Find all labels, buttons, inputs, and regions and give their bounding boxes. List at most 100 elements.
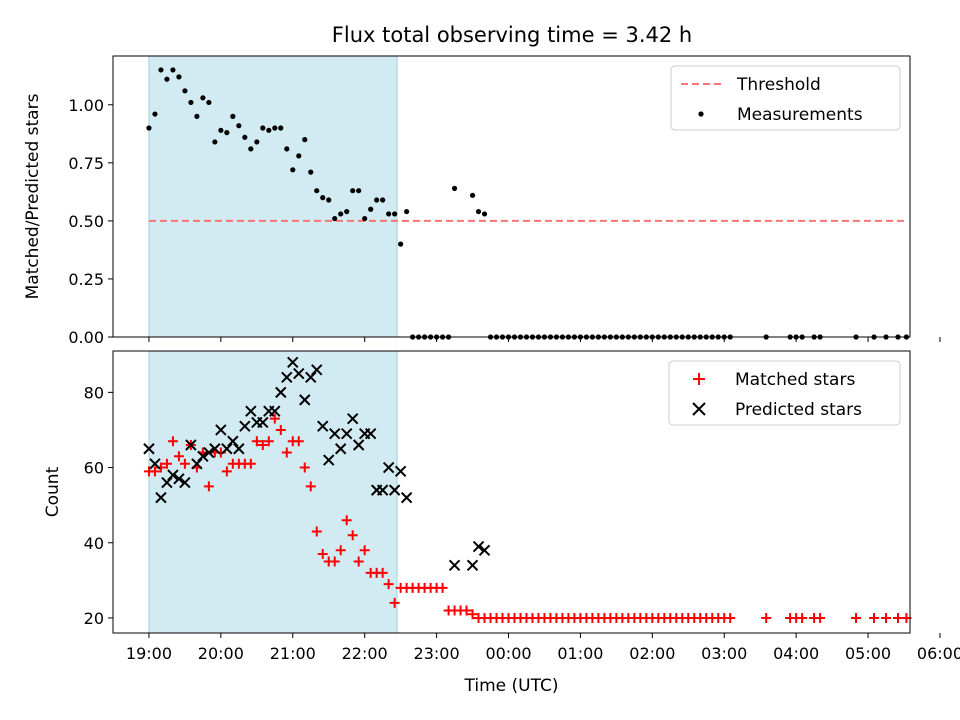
predicted-star-point <box>215 424 227 436</box>
matched-star-point <box>815 612 826 623</box>
xtick-label: 05:00 <box>845 644 891 663</box>
measurement-point <box>164 76 170 82</box>
xtick-label: 00:00 <box>485 644 531 663</box>
count-ytick-label: 40 <box>84 534 104 553</box>
predicted-star-point <box>185 439 197 451</box>
predicted-star-point <box>305 371 317 384</box>
predicted-star-point <box>179 476 191 489</box>
matched-star-point <box>311 526 322 537</box>
measurement-point <box>308 169 314 175</box>
matched-star-point <box>305 481 316 492</box>
predicted-star-point <box>269 405 281 417</box>
predicted-star-point <box>143 443 155 455</box>
xtick-label: 19:00 <box>126 644 172 663</box>
measurement-point <box>368 206 374 212</box>
measurement-point <box>284 146 290 152</box>
measurement-point <box>344 208 350 215</box>
measurement-point <box>206 99 212 106</box>
xtick-label: 03:00 <box>701 644 747 663</box>
matched-star-point <box>257 440 268 450</box>
measurement-point <box>200 95 206 101</box>
predicted-star-point <box>239 420 251 432</box>
matched-star-point <box>293 436 304 447</box>
measurement-point <box>296 153 302 159</box>
predicted-star-point <box>245 405 257 417</box>
matched-star-point <box>251 436 262 447</box>
measurement-point <box>194 113 200 119</box>
predicted-star-point <box>173 473 185 485</box>
measurement-point <box>290 167 296 173</box>
legend-label: Matched stars <box>735 370 855 390</box>
matched-star-point <box>725 612 736 623</box>
matched-star-point <box>341 515 352 526</box>
predicted-star-point <box>209 443 221 455</box>
matched-star-point <box>389 597 400 608</box>
matched-star-point <box>179 458 190 469</box>
count-ytick-label: 60 <box>84 459 104 478</box>
measurement-point <box>392 211 398 217</box>
predicted-star-point <box>227 435 239 447</box>
matched-star-point <box>869 612 880 623</box>
ratio-ytick-label: 0.75 <box>68 154 104 173</box>
xtick-label: 23:00 <box>414 644 460 663</box>
matched-star-point <box>173 451 184 462</box>
matched-star-point <box>353 556 364 567</box>
measurement-point <box>158 67 164 73</box>
legend-label: Measurements <box>737 105 863 125</box>
predicted-star-point <box>329 428 341 440</box>
ratio-ylabel: Matched/Predicted stars <box>23 93 43 299</box>
count-shaded-span <box>148 350 398 634</box>
measurement-point <box>224 130 230 136</box>
measurement-point <box>188 99 194 106</box>
predicted-star-point <box>149 458 161 470</box>
matched-star-point <box>221 466 232 477</box>
predicted-star-point <box>388 484 401 496</box>
measurement-point <box>218 127 224 133</box>
matched-star-point <box>893 612 904 623</box>
predicted-star-point <box>167 469 179 481</box>
measurement-point <box>176 74 182 80</box>
ratio-ytick-label: 1.00 <box>68 96 104 115</box>
measurement-point <box>248 146 254 152</box>
measurement-point <box>230 113 236 119</box>
count-ylabel: Count <box>43 466 63 517</box>
predicted-star-point <box>346 412 359 425</box>
matched-star-point <box>149 466 160 477</box>
matched-star-point <box>245 458 256 469</box>
measurement-point <box>404 208 410 215</box>
measurement-point <box>272 125 278 131</box>
matched-star-point <box>377 567 388 578</box>
measurement-point <box>481 211 488 217</box>
matched-star-point <box>161 458 172 469</box>
predicted-star-point <box>364 428 377 440</box>
legend-matched-swatch <box>693 373 705 385</box>
ratio-axes-frame <box>112 55 911 338</box>
matched-star-point <box>797 612 808 623</box>
xtick-label: 20:00 <box>198 644 244 663</box>
matched-star-point <box>263 436 274 447</box>
measurement-point <box>242 134 248 140</box>
predicted-star-point <box>394 465 407 478</box>
predicted-star-point <box>311 364 323 376</box>
count-panel: 20 40 60 80 19:00 20:00 21:00 22:00 23:00 00:00 01… <box>43 350 960 696</box>
measurement-point <box>326 197 332 203</box>
measurement-point <box>254 139 260 145</box>
predicted-star-point <box>335 443 347 455</box>
matched-star-point <box>329 556 340 567</box>
predicted-star-point <box>287 356 299 368</box>
measurement-point <box>356 188 362 194</box>
ratio-shaded-span <box>148 55 398 338</box>
measurement-point <box>212 139 218 145</box>
predicted-star-point <box>275 386 287 399</box>
matched-star-point <box>281 447 292 458</box>
measurement-point <box>152 111 158 117</box>
predicted-star-point <box>400 491 413 504</box>
measurement-point <box>338 211 344 217</box>
predicted-star-point <box>478 544 491 556</box>
count-ytick-label: 20 <box>84 609 104 628</box>
matched-star-point <box>317 549 328 560</box>
predicted-star-point <box>293 367 305 380</box>
ratio-panel: 0.00 0.25 0.50 0.75 1.00 Matched/Predicted st… <box>23 55 941 347</box>
predicted-star-point <box>161 476 173 489</box>
measurement-point <box>362 215 368 222</box>
